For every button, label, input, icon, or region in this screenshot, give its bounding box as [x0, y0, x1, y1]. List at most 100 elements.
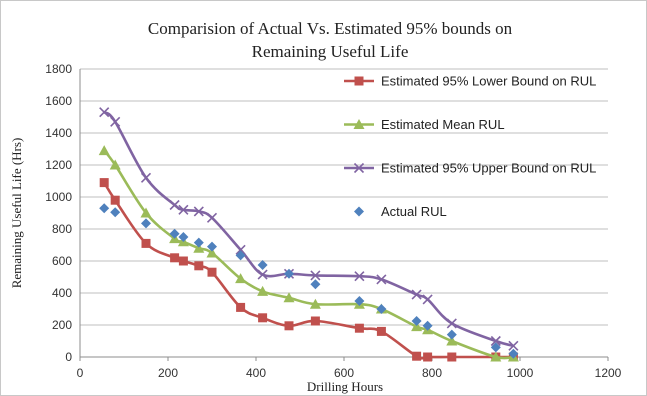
point-estimated-95-lower-bound-on-rul-15	[447, 352, 457, 362]
series-estimated-95-upper-bound-on-rul	[99, 107, 519, 351]
y-tick-label: 1000	[45, 190, 72, 204]
point-estimated-95-upper-bound-on-rul-10-stroke-b	[310, 270, 321, 281]
point-estimated-95-upper-bound-on-rul-10	[310, 270, 321, 281]
point-estimated-95-upper-bound-on-rul-7	[235, 244, 246, 255]
tick-labels: 0 200 400 600 800 1000 1200 0 200 400 600 800 1000 12…	[45, 62, 621, 380]
y-tick-label: 1600	[45, 94, 72, 108]
y-tick-label: 600	[52, 254, 72, 268]
legend-label-estimated-mean-rul: Estimated Mean RUL	[381, 117, 505, 132]
point-estimated-mean-rul-16	[490, 351, 502, 362]
point-actual-rul-10	[310, 279, 321, 290]
point-estimated-95-lower-bound-on-rul-14	[423, 352, 433, 362]
point-estimated-95-upper-bound-on-rul-14-stroke-b	[422, 294, 433, 305]
point-estimated-95-upper-bound-on-rul-0-stroke-b	[99, 107, 110, 118]
point-estimated-95-upper-bound-on-rul-3-stroke-b	[169, 199, 180, 211]
point-estimated-95-upper-bound-on-rul-13-stroke-b	[411, 289, 422, 300]
legend-item-estimated-95-lower-bound-on-rul: Estimated 95% Lower Bound on RUL	[344, 74, 596, 89]
point-estimated-mean-rul-2	[140, 207, 152, 218]
y-tick-label: 800	[52, 222, 72, 236]
legend-label-estimated-95-upper-bound-on-rul: Estimated 95% Upper Bound on RUL	[381, 161, 596, 176]
chart-title-line-2: Remaining Useful Life	[252, 42, 409, 61]
point-estimated-mean-rul-5	[193, 242, 205, 253]
point-actual-rul-3	[169, 228, 180, 239]
point-actual-rul-4	[178, 232, 189, 242]
y-tick-label: 1800	[45, 62, 72, 76]
legend-marker-actual-rul	[354, 206, 364, 217]
point-estimated-95-lower-bound-on-rul-5	[194, 261, 204, 271]
x-tick-label: 1000	[507, 366, 534, 380]
point-estimated-95-upper-bound-on-rul-3	[169, 199, 180, 211]
point-estimated-95-upper-bound-on-rul-16-stroke-b	[490, 335, 501, 347]
y-tick-label: 200	[52, 318, 72, 332]
y-tick-label: 400	[52, 286, 72, 300]
point-estimated-95-upper-bound-on-rul-12-stroke-b	[376, 274, 387, 285]
point-estimated-95-upper-bound-on-rul-0	[99, 107, 110, 118]
chart-title-line-1: Comparision of Actual Vs. Estimated 95% …	[148, 19, 513, 38]
point-estimated-95-upper-bound-on-rul-1-stroke-b	[110, 116, 121, 127]
point-actual-rul-16	[490, 342, 501, 353]
point-actual-rul-14	[422, 320, 433, 331]
point-actual-rul-0	[99, 203, 110, 214]
legend-item-estimated-mean-rul: Estimated Mean RUL	[344, 117, 505, 132]
legend-item-estimated-95-upper-bound-on-rul: Estimated 95% Upper Bound on RUL	[344, 161, 596, 176]
point-estimated-95-upper-bound-on-rul-17	[508, 340, 519, 351]
x-tick-label: 800	[422, 366, 442, 380]
axes	[79, 69, 608, 358]
x-tick-label: 1200	[595, 366, 622, 380]
point-estimated-95-lower-bound-on-rul-3	[170, 253, 180, 263]
series-actual-rul	[99, 203, 519, 359]
point-estimated-95-upper-bound-on-rul-4-stroke-b	[178, 204, 189, 215]
point-estimated-95-upper-bound-on-rul-11	[354, 271, 365, 282]
legend-marker-estimated-95-lower-bound-on-rul	[354, 76, 364, 86]
point-actual-rul-2	[141, 218, 151, 229]
point-actual-rul-5	[193, 237, 204, 248]
point-estimated-95-upper-bound-on-rul-14	[422, 294, 433, 305]
point-estimated-mean-rul-15	[446, 335, 458, 346]
point-estimated-95-lower-bound-on-rul-12	[376, 326, 386, 336]
y-tick-label: 1200	[45, 158, 72, 172]
point-actual-rul-12	[376, 304, 387, 314]
point-actual-rul-11	[354, 296, 365, 306]
point-estimated-mean-rul-7	[235, 273, 247, 284]
point-estimated-95-upper-bound-on-rul-8-stroke-b	[257, 269, 268, 280]
point-estimated-95-upper-bound-on-rul-15	[446, 318, 457, 329]
point-actual-rul-6	[207, 241, 217, 252]
point-estimated-95-upper-bound-on-rul-17-stroke-b	[508, 340, 519, 351]
point-estimated-mean-rul-10	[309, 298, 321, 309]
point-estimated-95-upper-bound-on-rul-5-stroke-b	[193, 206, 204, 217]
legend-marker-estimated-mean-rul	[353, 119, 365, 129]
point-estimated-95-upper-bound-on-rul-15-stroke-b	[446, 318, 457, 329]
point-estimated-95-upper-bound-on-rul-12	[376, 274, 387, 285]
point-estimated-mean-rul-6	[206, 247, 218, 258]
point-estimated-95-lower-bound-on-rul-2	[141, 238, 151, 248]
point-estimated-95-upper-bound-on-rul-13	[411, 289, 422, 300]
y-tick-label: 1400	[45, 126, 72, 140]
point-estimated-95-lower-bound-on-rul-13	[412, 351, 422, 361]
point-estimated-95-lower-bound-on-rul-6	[207, 267, 217, 277]
legend: Estimated 95% Lower Bound on RUL Estimate…	[344, 74, 596, 219]
legend-marker-estimated-95-upper-bound-on-rul	[353, 162, 365, 174]
point-estimated-95-upper-bound-on-rul-8	[257, 269, 268, 280]
point-estimated-95-upper-bound-on-rul-6	[206, 212, 218, 223]
point-estimated-95-lower-bound-on-rul-4	[178, 256, 188, 266]
x-tick-label: 200	[158, 366, 178, 380]
point-estimated-mean-rul-13	[411, 321, 423, 332]
point-estimated-95-lower-bound-on-rul-10	[310, 316, 320, 326]
point-estimated-95-upper-bound-on-rul-7-stroke-b	[235, 244, 246, 255]
point-actual-rul-8	[257, 260, 268, 270]
point-estimated-mean-rul-9	[283, 292, 295, 303]
point-estimated-95-upper-bound-on-rul-4	[178, 204, 189, 215]
point-estimated-95-lower-bound-on-rul-8	[258, 313, 268, 323]
point-estimated-95-upper-bound-on-rul-2	[140, 172, 152, 183]
legend-label-actual-rul: Actual RUL	[381, 204, 447, 219]
point-actual-rul-17	[508, 348, 519, 359]
point-estimated-mean-rul-1	[109, 159, 121, 170]
point-actual-rul-9	[284, 268, 294, 279]
point-estimated-95-lower-bound-on-rul-1	[110, 195, 120, 205]
series-layer	[98, 107, 519, 362]
point-estimated-mean-rul-0	[98, 145, 110, 156]
point-actual-rul-7	[235, 250, 246, 261]
point-actual-rul-1	[110, 207, 121, 218]
